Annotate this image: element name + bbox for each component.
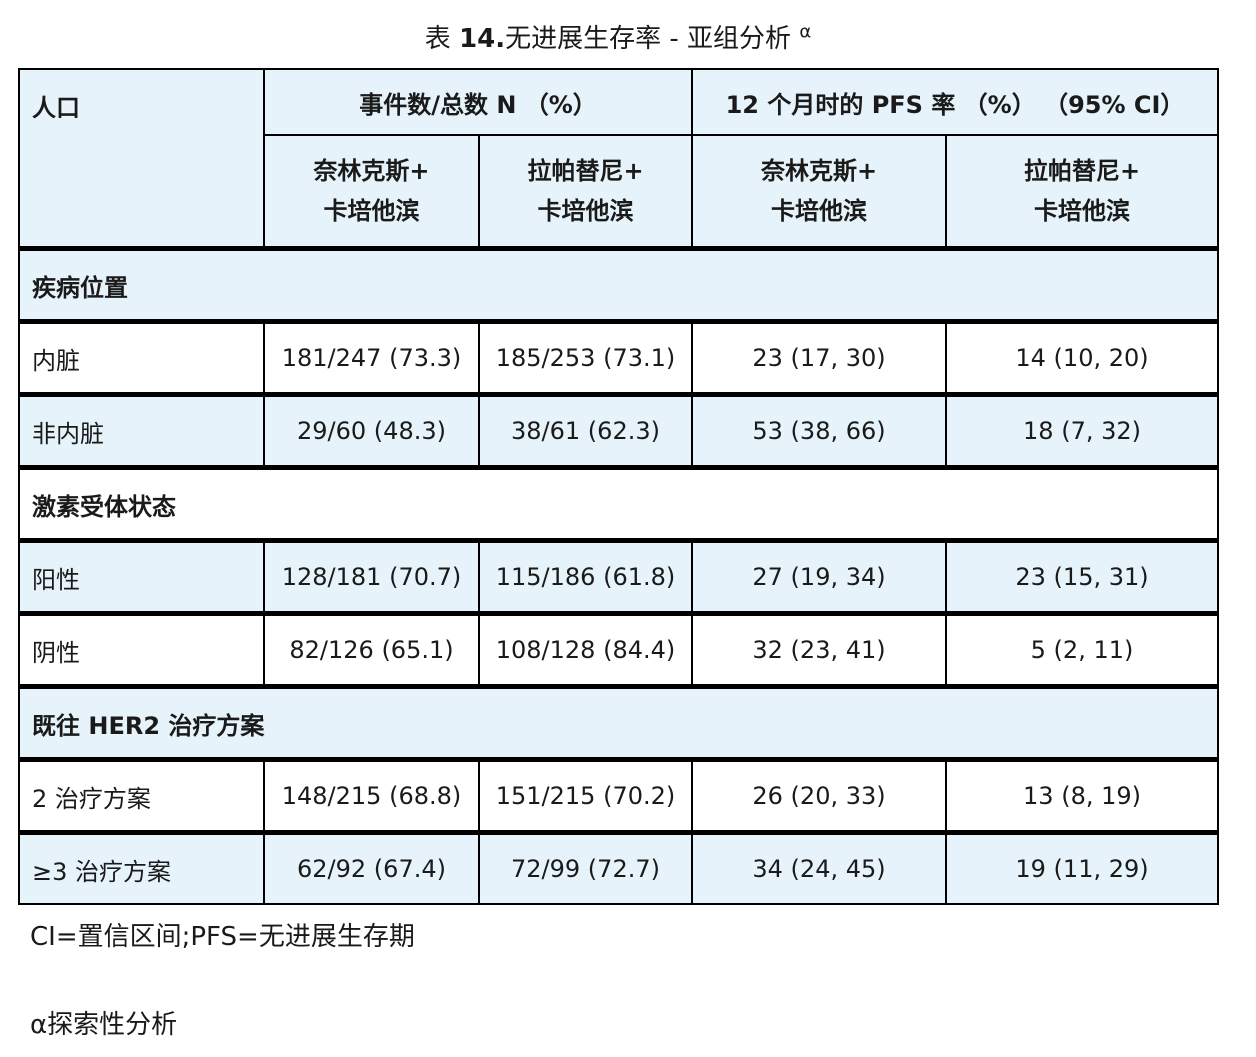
row-label: 非内脏 xyxy=(18,393,265,469)
table-cell: 38/61 (62.3) xyxy=(477,393,694,469)
table-row: ≥3 治疗方案 62/92 (67.4) 72/99 (72.7) 34 (24, 4… xyxy=(18,831,1220,905)
header-line: 奈林克斯+ xyxy=(313,157,430,185)
table-cell: 53 (38, 66) xyxy=(691,393,948,469)
footnote-alpha: α探索性分析 xyxy=(30,1010,178,1040)
row-label: 2 治疗方案 xyxy=(18,758,265,834)
table-cell: 185/253 (73.1) xyxy=(477,320,694,396)
header-line: 奈林克斯+ xyxy=(760,157,878,185)
header-pfs-neratinib: 奈林克斯+ 卡培他滨 xyxy=(691,134,948,250)
table-cell: 23 (15, 31) xyxy=(945,539,1220,615)
table-cell: 32 (23, 41) xyxy=(691,612,948,688)
pfs-subgroup-table: 人口 事件数/总数 N （%） 12 个月时的 PFS 率 （%） （95% C… xyxy=(17,68,1220,905)
caption-superscript: α xyxy=(799,21,812,43)
table-cell: 151/215 (70.2) xyxy=(477,758,694,834)
row-label: 内脏 xyxy=(18,320,265,396)
table-cell: 108/128 (84.4) xyxy=(477,612,694,688)
header-line: 卡培他滨 xyxy=(537,197,634,225)
table-cell: 82/126 (65.1) xyxy=(263,612,480,688)
table-cell: 148/215 (68.8) xyxy=(263,758,480,834)
table-body: 疾病位置 内脏 181/247 (73.3) 185/253 (73.1) 23 (17… xyxy=(17,247,1220,905)
header-line: 拉帕替尼+ xyxy=(527,157,644,185)
table-cell: 181/247 (73.3) xyxy=(263,320,480,396)
table-cell: 26 (20, 33) xyxy=(691,758,948,834)
table-row: 阳性 128/181 (70.7) 115/186 (61.8) 27 (19, 34… xyxy=(18,539,1220,615)
row-label: 阳性 xyxy=(18,539,265,615)
table-cell: 5 (2, 11) xyxy=(945,612,1220,688)
header-population: 人口 xyxy=(18,68,265,250)
section-row: 疾病位置 xyxy=(17,247,1220,323)
table-row: 阴性 82/126 (65.1) 108/128 (84.4) 32 (23, 41)… xyxy=(18,612,1220,688)
caption-number: 14. xyxy=(459,24,506,54)
table-cell: 72/99 (72.7) xyxy=(477,831,694,905)
section-row: 激素受体状态 xyxy=(17,466,1220,542)
header-row-2: 奈林克斯+ 卡培他滨 拉帕替尼+ 卡培他滨 奈林克斯+ 卡培他滨 拉帕替尼+ 卡培他滨 xyxy=(19,134,1220,250)
table-row: 2 治疗方案 148/215 (68.8) 151/215 (70.2) 26 (20… xyxy=(18,758,1220,834)
table-cell: 13 (8, 19) xyxy=(945,758,1220,834)
table-cell: 19 (11, 29) xyxy=(945,831,1220,905)
table-cell: 34 (24, 45) xyxy=(691,831,948,905)
header-events-neratinib: 奈林克斯+ 卡培他滨 xyxy=(263,134,480,250)
footnote-abbreviations: CI=置信区间;PFS=无进展生存期 xyxy=(30,922,415,952)
section-label: 疾病位置 xyxy=(17,247,1220,323)
table-cell: 62/92 (67.4) xyxy=(263,831,480,905)
table-cell: 128/181 (70.7) xyxy=(263,539,480,615)
header-pfs-group: 12 个月时的 PFS 率 （%） （95% CI） xyxy=(691,68,1220,136)
header-row-1: 人口 事件数/总数 N （%） 12 个月时的 PFS 率 （%） （95% C… xyxy=(18,68,1220,250)
header-line: 卡培他滨 xyxy=(323,197,420,225)
header-line: 拉帕替尼+ xyxy=(1023,157,1141,185)
caption-prefix: 表 xyxy=(424,24,460,54)
table-cell: 27 (19, 34) xyxy=(691,539,948,615)
table-cell: 29/60 (48.3) xyxy=(263,393,480,469)
header-events-group: 事件数/总数 N （%） xyxy=(262,68,694,136)
table-cell: 18 (7, 32) xyxy=(945,393,1220,469)
table-cell: 14 (10, 20) xyxy=(945,320,1220,396)
header-pfs-lapatinib: 拉帕替尼+ 卡培他滨 xyxy=(945,134,1220,250)
section-label: 激素受体状态 xyxy=(17,466,1220,542)
section-row: 既往 HER2 治疗方案 xyxy=(17,685,1220,761)
row-label: ≥3 治疗方案 xyxy=(18,831,265,905)
table-row: 非内脏 29/60 (48.3) 38/61 (62.3) 53 (38, 66) 18… xyxy=(18,393,1220,469)
table-cell: 23 (17, 30) xyxy=(691,320,948,396)
table-cell: 115/186 (61.8) xyxy=(477,539,694,615)
row-label: 阴性 xyxy=(18,612,265,688)
section-label: 既往 HER2 治疗方案 xyxy=(17,685,1220,761)
table-caption: 表 14.无进展生存率 - 亚组分析 α xyxy=(0,18,1236,55)
table-row: 内脏 181/247 (73.3) 185/253 (73.1) 23 (17, 30… xyxy=(18,320,1220,396)
header-events-lapatinib: 拉帕替尼+ 卡培他滨 xyxy=(477,134,694,250)
caption-title: 无进展生存率 - 亚组分析 xyxy=(505,24,792,54)
header-line: 卡培他滨 xyxy=(1034,197,1131,225)
header-line: 卡培他滨 xyxy=(771,197,868,225)
